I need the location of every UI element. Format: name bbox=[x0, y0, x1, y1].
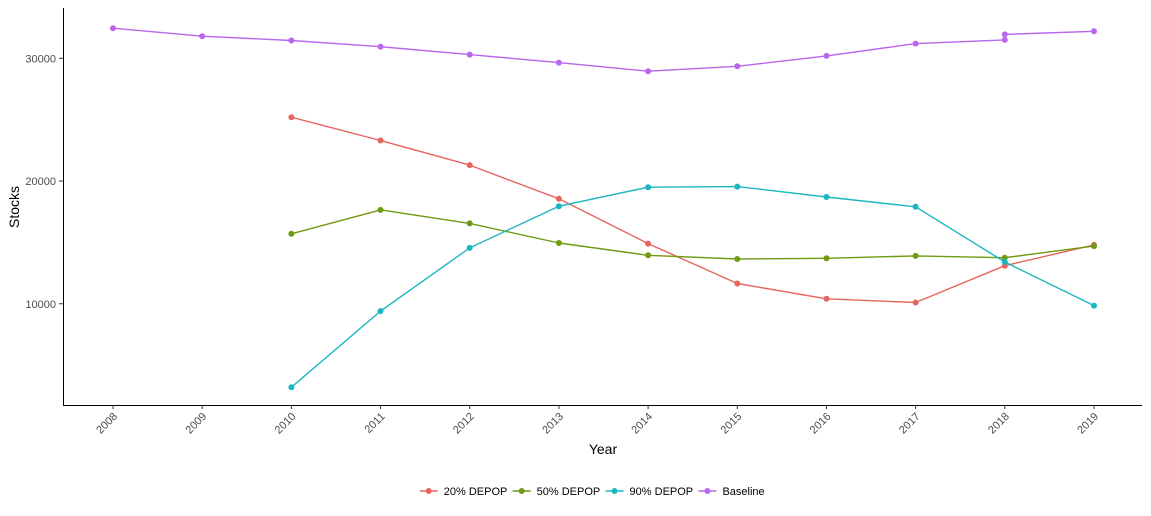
data-point-20-depop bbox=[466, 162, 473, 169]
legend: 20% DEPOP 50% DEPOP 90% DEPOP Baseline bbox=[419, 486, 765, 498]
x-tick-label: 2008 bbox=[94, 411, 120, 437]
data-point-baseline bbox=[1091, 28, 1097, 35]
legend-key-point bbox=[611, 488, 618, 494]
x-tick-label: 2014 bbox=[629, 411, 655, 437]
legend-item-50-depop: 50% DEPOP bbox=[512, 486, 601, 498]
series-20-depop bbox=[288, 114, 1097, 306]
data-point-50-depop bbox=[823, 255, 830, 262]
data-point-90-depop bbox=[912, 203, 919, 210]
legend-label: Baseline bbox=[722, 486, 764, 498]
data-point-50-depop bbox=[288, 230, 295, 237]
data-point-20-depop bbox=[555, 195, 562, 202]
series-line-baseline bbox=[112, 27, 1095, 72]
data-point-50-depop bbox=[1001, 254, 1008, 261]
data-point-baseline bbox=[288, 37, 295, 44]
x-tick-label: 2013 bbox=[540, 411, 566, 437]
data-point-baseline bbox=[377, 43, 384, 50]
series-line-50-depop bbox=[291, 209, 1095, 260]
data-point-baseline bbox=[1001, 31, 1008, 38]
x-tick-label: 2011 bbox=[362, 411, 387, 436]
legend-label: 20% DEPOP bbox=[444, 486, 508, 498]
series-layer bbox=[110, 25, 1097, 391]
data-point-50-depop bbox=[555, 240, 562, 246]
data-point-baseline bbox=[823, 52, 830, 59]
data-point-baseline bbox=[199, 33, 206, 40]
series-baseline bbox=[110, 25, 1097, 75]
data-point-90-depop bbox=[1001, 259, 1008, 265]
series-line-90-depop bbox=[290, 185, 1095, 388]
legend-item-20-depop: 20% DEPOP bbox=[419, 486, 508, 498]
y-tick-label: 20000 bbox=[25, 176, 56, 188]
legend-label: 50% DEPOP bbox=[537, 486, 601, 498]
data-point-90-depop bbox=[823, 194, 830, 200]
x-ticks: 2008 2009 2010 2011 2012 2013 2014 2015 2016 2017… bbox=[94, 405, 1101, 436]
x-tick-label: 2015 bbox=[719, 411, 745, 437]
y-tick-label: 30000 bbox=[25, 53, 56, 65]
data-point-90-depop bbox=[1091, 302, 1097, 309]
y-ticks: 10000 20000 30000 bbox=[25, 53, 63, 311]
legend-key-point bbox=[704, 488, 711, 494]
data-point-20-depop bbox=[912, 299, 919, 306]
data-point-baseline bbox=[555, 59, 562, 66]
data-point-50-depop bbox=[912, 252, 919, 259]
data-point-50-depop bbox=[1091, 243, 1097, 250]
axes bbox=[63, 8, 1142, 406]
legend-item-90-depop: 90% DEPOP bbox=[605, 486, 694, 498]
x-tick-label: 2016 bbox=[808, 411, 834, 437]
data-point-90-depop bbox=[466, 244, 473, 251]
legend-label: 90% DEPOP bbox=[630, 486, 694, 498]
data-point-90-depop bbox=[645, 184, 652, 191]
data-point-20-depop bbox=[734, 280, 741, 287]
data-point-20-depop bbox=[823, 295, 830, 302]
legend-key-point bbox=[518, 488, 525, 494]
data-point-baseline bbox=[1001, 36, 1008, 43]
data-point-baseline bbox=[912, 40, 919, 47]
data-point-baseline bbox=[466, 51, 473, 58]
data-point-baseline bbox=[645, 68, 652, 75]
x-tick-label: 2010 bbox=[273, 411, 299, 437]
data-point-50-depop bbox=[466, 220, 473, 227]
y-tick-label: 10000 bbox=[25, 299, 56, 311]
data-point-baseline bbox=[734, 63, 741, 70]
x-tick-label: 2012 bbox=[451, 411, 477, 437]
x-axis-title: Year bbox=[589, 441, 618, 457]
data-point-90-depop bbox=[377, 308, 384, 315]
x-tick-label: 2019 bbox=[1075, 411, 1101, 437]
data-point-baseline bbox=[110, 25, 116, 32]
data-point-20-depop bbox=[288, 114, 295, 121]
data-point-90-depop bbox=[555, 203, 562, 210]
y-axis-title: Stocks bbox=[6, 186, 22, 228]
legend-key-point bbox=[425, 488, 432, 494]
series-90-depop bbox=[288, 183, 1097, 391]
series-line-20-depop bbox=[291, 116, 1095, 304]
x-tick-label: 2017 bbox=[897, 411, 923, 437]
data-point-50-depop bbox=[645, 252, 652, 259]
data-point-90-depop bbox=[288, 384, 295, 391]
data-point-90-depop bbox=[734, 183, 741, 190]
data-point-20-depop bbox=[645, 240, 652, 247]
series-50-depop bbox=[288, 206, 1097, 262]
x-tick-label: 2018 bbox=[986, 411, 1012, 437]
data-point-20-depop bbox=[377, 137, 384, 144]
data-point-50-depop bbox=[377, 206, 384, 213]
legend-item-baseline: Baseline bbox=[698, 486, 765, 498]
data-point-50-depop bbox=[734, 256, 741, 262]
x-tick-label: 2009 bbox=[184, 411, 210, 437]
